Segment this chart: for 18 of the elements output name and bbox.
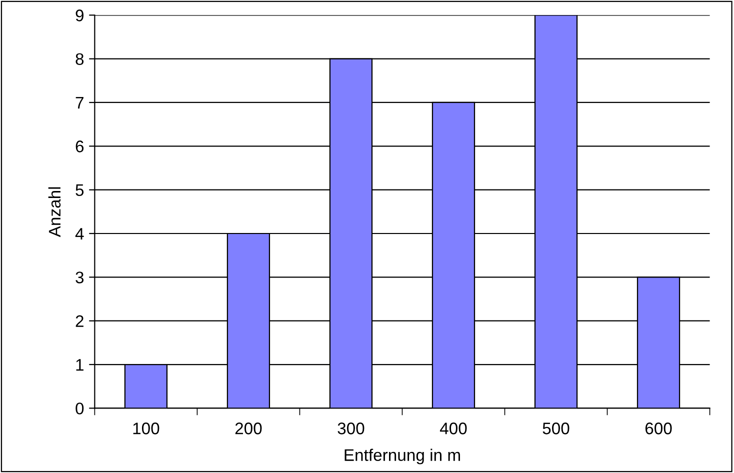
y-tick-label: 7: [76, 97, 84, 109]
x-tick-label: 400: [440, 422, 467, 434]
y-tick-label: 9: [76, 10, 84, 22]
y-tick-label: 2: [76, 315, 84, 327]
y-tick-label: 5: [76, 184, 84, 196]
x-tick-label: 500: [542, 422, 570, 434]
y-tick-label: 4: [75, 228, 84, 240]
x-tick-label: 600: [645, 422, 672, 434]
x-tick-label: 300: [338, 422, 364, 434]
x-tick-label: 200: [235, 422, 262, 434]
x-tick-label: 100: [133, 422, 160, 434]
y-tick-label: 1: [76, 359, 84, 371]
y-axis-title: Anzahl: [48, 187, 61, 238]
x-axis-title: Entfernung in m: [344, 448, 460, 464]
y-tick-label: 3: [76, 272, 84, 284]
y-tick-label: 8: [76, 53, 84, 66]
y-tick-label: 0: [76, 402, 84, 414]
y-tick-label: 6: [76, 140, 84, 152]
